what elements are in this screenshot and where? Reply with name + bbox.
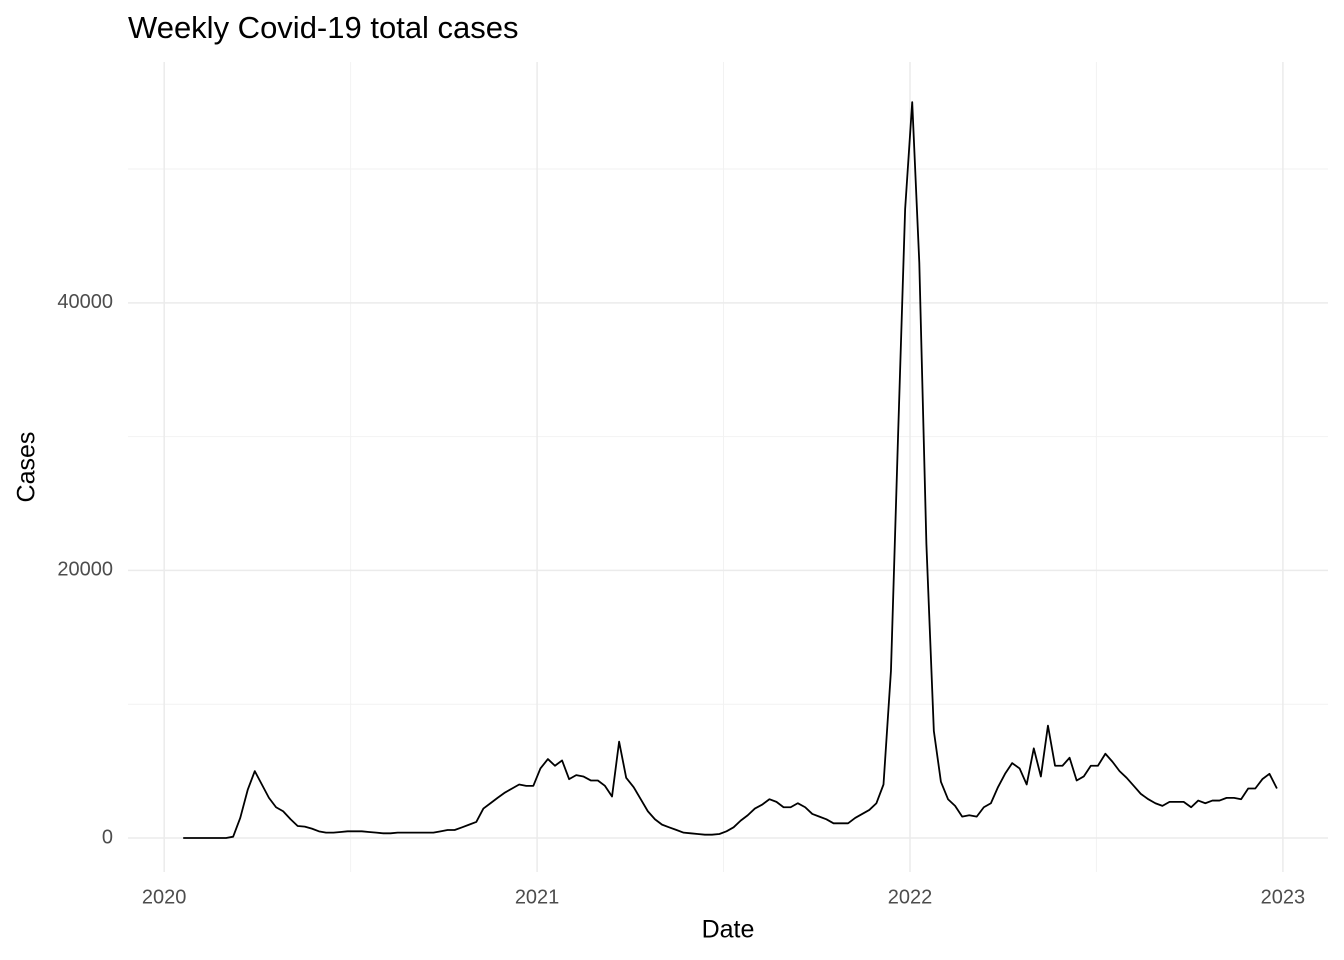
y-tick-label: 0 (102, 826, 113, 848)
x-tick-label: 2022 (888, 886, 933, 908)
y-axis-label: Cases (13, 432, 41, 503)
x-tick-label: 2021 (515, 886, 560, 908)
y-tick-label: 20000 (57, 559, 113, 581)
x-tick-label: 2023 (1261, 886, 1306, 908)
x-axis-label: Date (702, 916, 755, 944)
data-line (183, 101, 1278, 839)
chart-title: Weekly Covid-19 total cases (128, 10, 519, 45)
y-tick-label: 40000 (57, 291, 113, 313)
x-tick-label: 2020 (142, 886, 187, 908)
